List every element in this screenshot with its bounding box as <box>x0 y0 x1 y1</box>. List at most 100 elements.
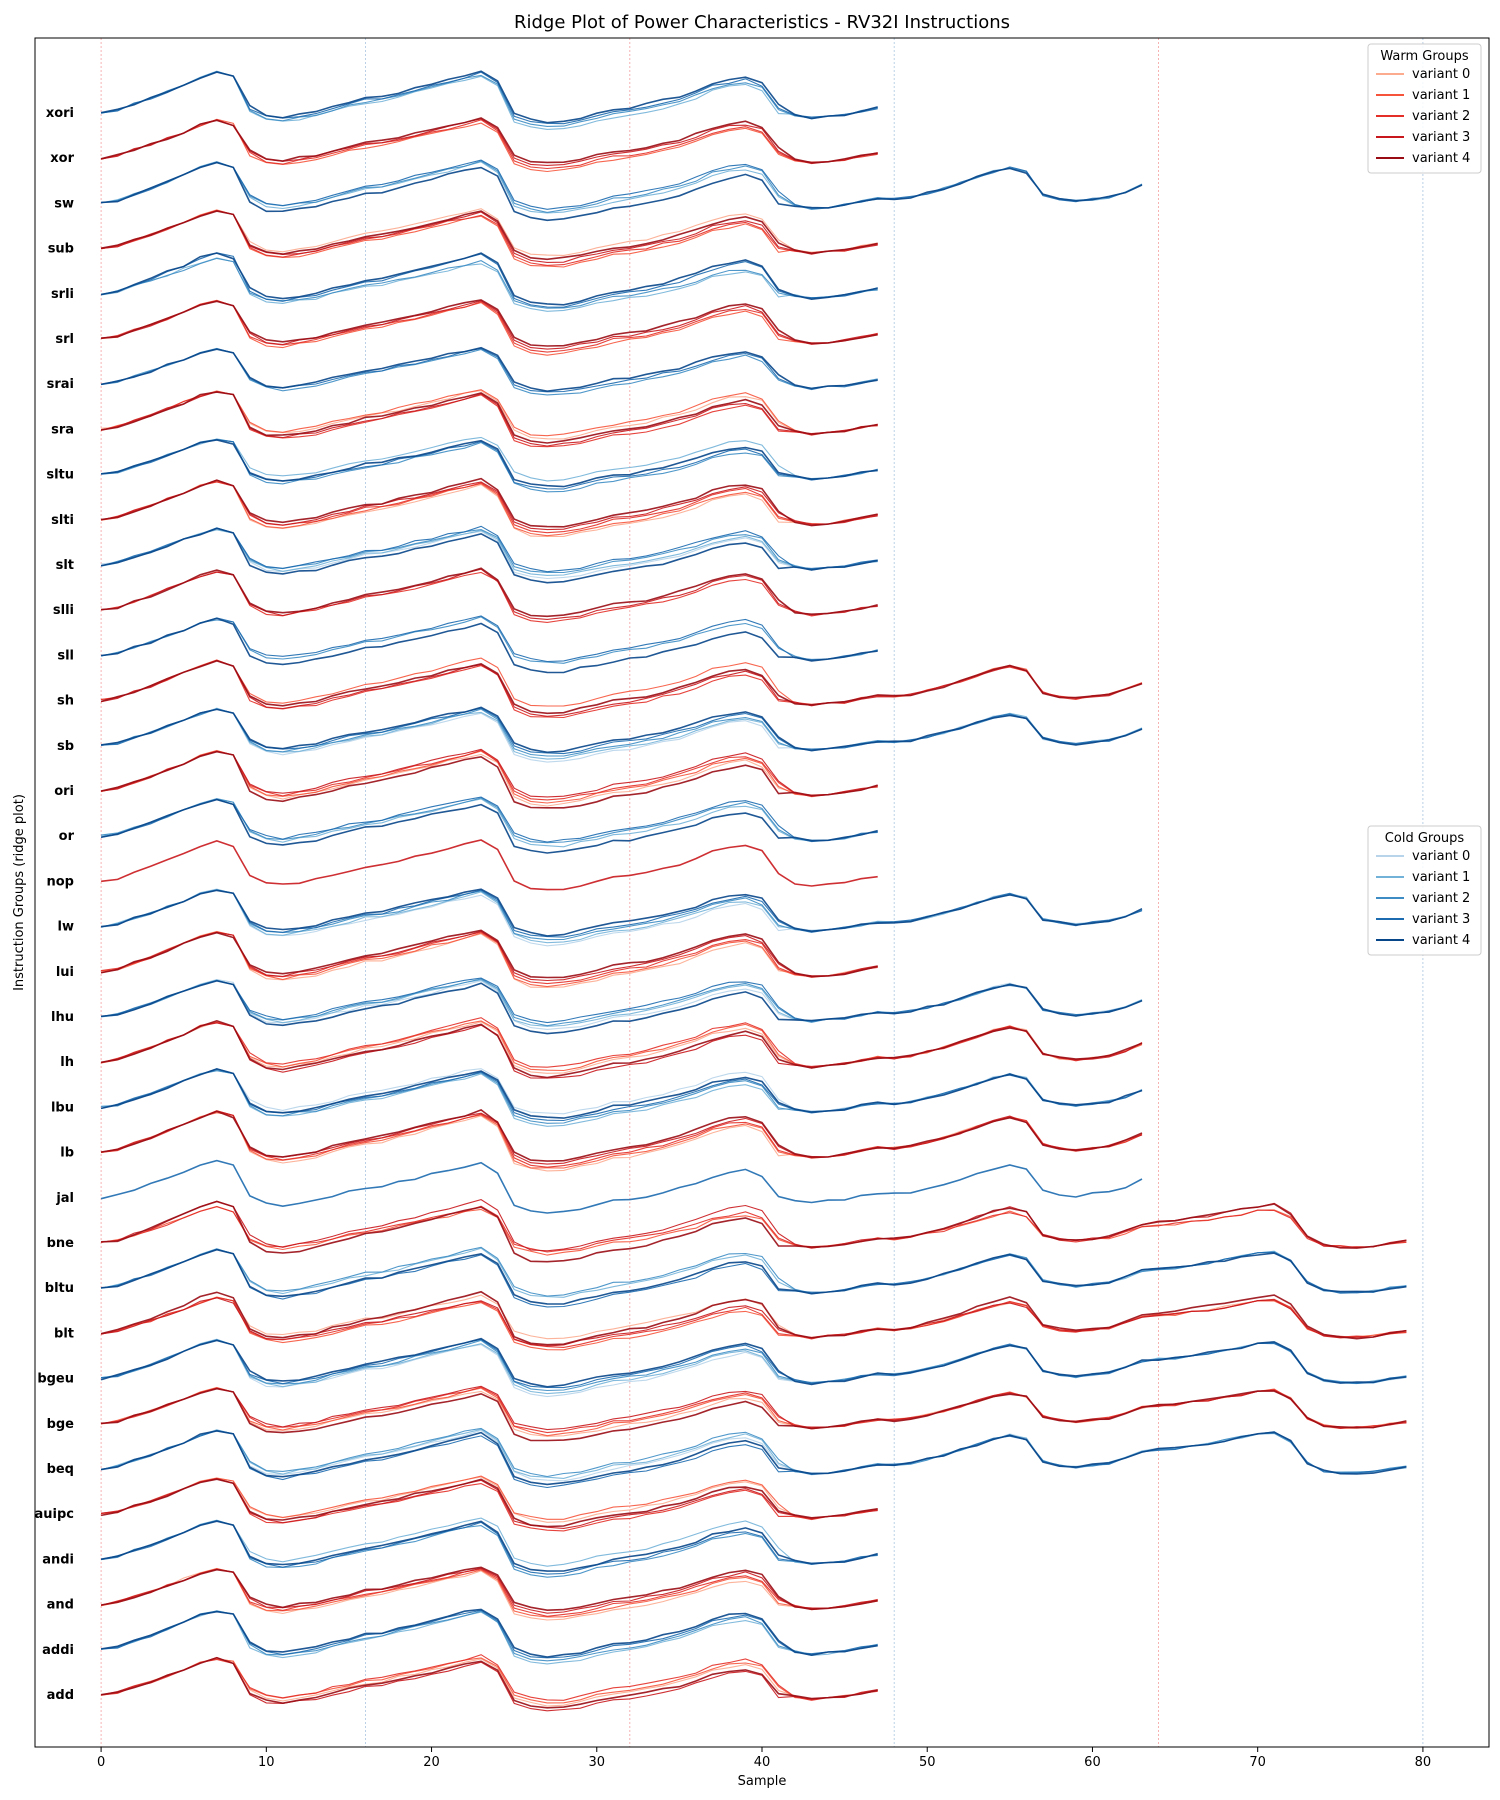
ridge-nop <box>101 839 878 891</box>
series-line-bltu-variant-1 <box>100 1246 1407 1297</box>
series-line-lw-variant-1 <box>100 888 1143 944</box>
series-line-xori-variant-1 <box>101 70 878 127</box>
series-line-bgeu-variant-2 <box>101 1339 1407 1392</box>
series-line-nop-variant-0 <box>101 839 878 891</box>
category-label: slt <box>56 558 74 573</box>
series-line-lb-variant-4 <box>100 1108 1143 1162</box>
y-axis-category-labels: xori xor sw sub srli srl srai sra sltu slti slt sll… <box>35 106 75 1703</box>
series-line-sh-variant-2 <box>100 660 1143 717</box>
legend-entry: variant 4 <box>1412 151 1470 166</box>
series-line-slt-variant-4 <box>100 527 878 584</box>
ridge-and <box>100 1566 878 1621</box>
series-line-jal-variant-0 <box>100 1159 1143 1214</box>
x-tick: 70 <box>1249 1747 1266 1770</box>
series-line-lbu-variant-1 <box>101 1069 1143 1127</box>
series-line-sltu-variant-0 <box>101 436 878 482</box>
ridge-lbu <box>100 1068 1143 1127</box>
x-tick-label: 60 <box>1084 1755 1101 1770</box>
series-line-srli-variant-3 <box>100 252 878 306</box>
category-label: andi <box>42 1552 74 1567</box>
ridge-slli <box>101 567 878 623</box>
ridge-andi <box>100 1517 878 1578</box>
legend-title: Cold Groups <box>1385 831 1465 846</box>
ridge-lw <box>100 888 1143 947</box>
x-tick-label: 20 <box>423 1755 440 1770</box>
x-axis-ticks: 0 10 20 30 40 50 60 70 80 <box>97 1747 1431 1770</box>
legend-entry: variant 2 <box>1412 891 1470 906</box>
series-line-beq-variant-1 <box>100 1428 1407 1479</box>
ridge-slti <box>100 477 878 537</box>
series-line-and-variant-4 <box>100 1566 878 1612</box>
chart-title: Ridge Plot of Power Characteristics - RV… <box>514 12 1010 33</box>
ridge-srai <box>100 346 878 396</box>
ridge-add <box>100 1654 878 1712</box>
ridge-sll <box>100 615 878 674</box>
series-line-bne-variant-2 <box>101 1199 1407 1252</box>
ridge-blt <box>100 1290 1407 1351</box>
ridge-sltu <box>101 436 878 493</box>
ridge-xori <box>100 70 878 130</box>
ridge-bne <box>101 1199 1407 1263</box>
category-label: srai <box>47 377 74 392</box>
series-line-srli-variant-2 <box>100 252 878 308</box>
x-tick-label: 10 <box>258 1755 275 1770</box>
legend-title: Warm Groups <box>1380 49 1468 64</box>
category-label: and <box>47 1598 74 1613</box>
series-line-xor-variant-0 <box>100 118 878 173</box>
series-line-sw-variant-3 <box>101 161 1143 222</box>
ridge-series <box>100 70 1407 1712</box>
legend-entry: variant 0 <box>1412 67 1470 82</box>
legend-warm: Warm Groups variant 0 variant 1 variant 2 va… <box>1367 43 1482 174</box>
category-label: bltu <box>45 1281 74 1296</box>
category-label: bne <box>47 1236 75 1251</box>
x-tick-label: 50 <box>919 1755 936 1770</box>
category-label: sltu <box>46 468 74 483</box>
series-line-lbu-variant-4 <box>100 1068 1143 1119</box>
series-line-xor-variant-3 <box>100 117 878 164</box>
series-line-lbu-variant-2 <box>101 1070 1143 1124</box>
ridge-sw <box>100 159 1143 222</box>
category-label: sh <box>57 694 74 709</box>
series-line-lb-variant-3 <box>100 1110 1143 1165</box>
category-label: srl <box>55 332 74 347</box>
series-line-lhu-variant-2 <box>100 978 1143 1027</box>
series-line-bge-variant-3 <box>101 1385 1407 1431</box>
series-line-lb-variant-2 <box>101 1110 1143 1168</box>
series-line-srai-variant-1 <box>100 348 878 393</box>
series-line-sltu-variant-3 <box>101 439 878 488</box>
series-line-bne-variant-3 <box>101 1200 1407 1263</box>
category-label: lhu <box>51 1010 74 1025</box>
series-line-xori-variant-3 <box>100 70 878 124</box>
category-label: auipc <box>35 1507 75 1522</box>
category-label: sll <box>57 648 74 663</box>
series-line-bgeu-variant-1 <box>101 1338 1407 1395</box>
series-line-sw-variant-1 <box>101 160 1143 213</box>
series-line-andi-variant-0 <box>101 1517 878 1567</box>
series-line-or-variant-1 <box>101 797 878 844</box>
series-line-andi-variant-2 <box>100 1520 878 1575</box>
ridge-sb <box>100 706 1143 763</box>
series-line-slti-variant-3 <box>100 479 878 531</box>
ridge-addi <box>100 1608 878 1665</box>
series-line-sb-variant-2 <box>101 708 1143 757</box>
series-line-sra-variant-4 <box>100 391 878 444</box>
series-line-lw-variant-4 <box>101 888 1143 937</box>
category-label: lb <box>60 1146 74 1161</box>
series-line-bge-variant-4 <box>101 1387 1407 1442</box>
legend-entry: variant 3 <box>1412 130 1470 145</box>
series-line-andi-variant-3 <box>100 1520 878 1572</box>
category-label: beq <box>47 1462 74 1477</box>
ridge-bge <box>100 1385 1407 1442</box>
category-label: lh <box>60 1055 74 1070</box>
x-axis-label: Sample <box>738 1774 787 1789</box>
series-line-bltu-variant-0 <box>100 1247 1407 1298</box>
ridge-sra <box>100 389 878 448</box>
series-line-bne-variant-1 <box>101 1205 1407 1253</box>
series-line-lui-variant-0 <box>101 930 878 988</box>
ridge-srli <box>100 252 878 312</box>
category-label: slti <box>51 513 74 528</box>
series-line-sub-variant-4 <box>100 210 878 261</box>
x-tick: 40 <box>754 1747 771 1770</box>
x-tick-label: 40 <box>754 1755 771 1770</box>
